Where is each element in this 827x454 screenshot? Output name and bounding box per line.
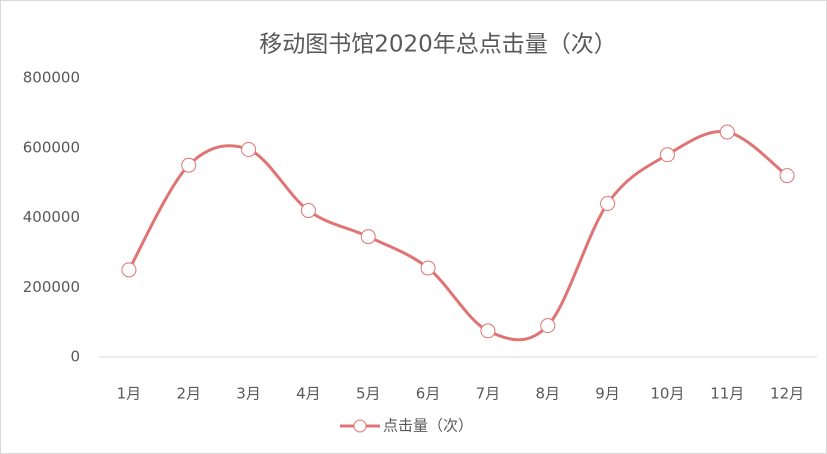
x-tick-label: 5月	[356, 385, 381, 403]
point-marker	[540, 318, 556, 334]
chart-title: 移动图书馆2020年总点击量（次）	[259, 32, 617, 58]
x-tick-label: 2月	[176, 385, 201, 403]
point-marker	[181, 157, 197, 173]
x-tick-label: 8月	[535, 385, 560, 403]
point-marker	[719, 124, 735, 140]
point-marker	[360, 229, 376, 245]
x-tick-label: 6月	[416, 385, 441, 403]
x-tick-label: 9月	[595, 385, 620, 403]
y-tick-label: 400000	[23, 208, 80, 226]
point-marker	[659, 147, 675, 163]
x-tick-label: 4月	[296, 385, 321, 403]
x-tick-label: 10月	[650, 385, 684, 403]
x-tick-label: 7月	[476, 385, 501, 403]
y-tick-label: 200000	[23, 278, 80, 296]
x-tick-label: 12月	[770, 385, 804, 403]
y-tick-label: 800000	[23, 69, 80, 87]
y-tick-label: 600000	[23, 138, 80, 156]
point-marker	[779, 168, 795, 184]
point-marker	[420, 260, 436, 276]
x-tick-label: 3月	[236, 385, 261, 403]
legend-marker	[353, 419, 367, 433]
point-marker	[480, 323, 496, 339]
point-marker	[241, 141, 257, 157]
legend-label: 点击量（次）	[383, 417, 473, 435]
x-tick-label: 1月	[117, 385, 142, 403]
y-tick-label: 0	[70, 348, 80, 366]
point-marker	[300, 203, 316, 219]
point-marker	[600, 196, 616, 212]
x-tick-label: 11月	[710, 385, 744, 403]
point-marker	[121, 262, 137, 278]
